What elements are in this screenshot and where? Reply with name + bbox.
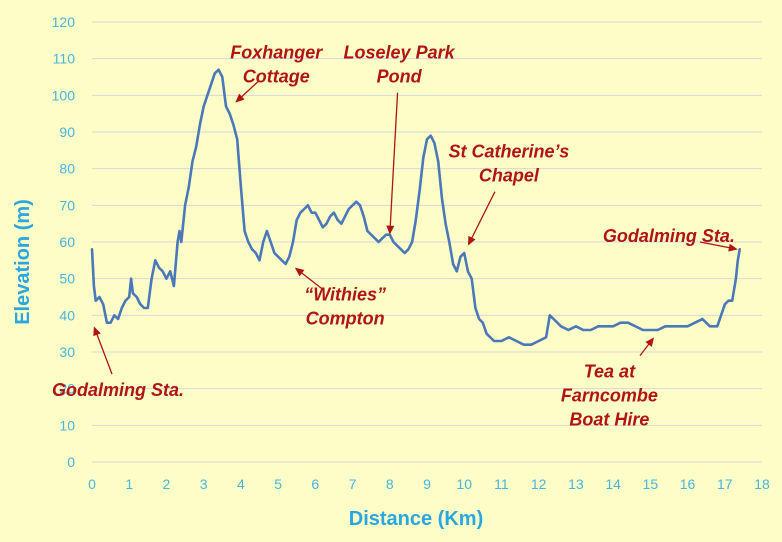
y-tick-label: 10	[59, 417, 75, 433]
annotation-label: St Catherine’s Chapel	[449, 142, 570, 186]
y-tick-label: 30	[59, 344, 75, 360]
annotation-line: Godalming Sta.	[52, 380, 184, 400]
annotation-arrowhead	[728, 243, 738, 252]
y-tick-label: 100	[52, 87, 76, 103]
annotation-line: Foxhanger	[230, 43, 323, 63]
annotation-line: Compton	[306, 309, 385, 329]
x-tick-label: 10	[456, 476, 472, 492]
annotation-line: Cottage	[243, 67, 310, 87]
annotation-line: Tea at	[584, 362, 636, 382]
grid-layer	[92, 21, 762, 463]
x-tick-label: 6	[311, 476, 319, 492]
annotation-line: Loseley Park	[344, 43, 456, 63]
y-tick-label: 90	[59, 124, 75, 140]
annotation-arrow	[468, 191, 496, 244]
annotation: Tea at Farncombe Boat Hire	[561, 337, 658, 430]
annotation-arrowhead	[467, 235, 476, 246]
x-tick-label: 13	[568, 476, 584, 492]
annotation-label: Tea at Farncombe Boat Hire	[561, 362, 658, 430]
elevation-line	[90, 68, 741, 346]
x-tick-label: 9	[423, 476, 431, 492]
y-tick-labels: 0 10 20 30 40 50 60 70 80 90 100 110 120	[52, 14, 76, 470]
annotation-line: Farncombe	[561, 386, 658, 406]
y-tick-label: 40	[59, 307, 75, 323]
annotation: Godalming Sta.	[603, 226, 738, 252]
y-tick-label: 120	[52, 14, 76, 30]
y-axis-title: Elevation (m)	[12, 199, 34, 325]
y-tick-label: 0	[67, 454, 75, 470]
x-tick-label: 5	[274, 476, 282, 492]
annotation-arrowhead	[386, 225, 395, 235]
x-axis-title: Distance (Km)	[349, 508, 483, 530]
annotation: Loseley Park Pond	[344, 43, 456, 235]
annotation-line: Chapel	[479, 166, 540, 186]
annotation-arrowhead	[294, 267, 305, 277]
x-tick-label: 1	[125, 476, 133, 492]
x-tick-label: 8	[386, 476, 394, 492]
annotation-arrow	[389, 92, 399, 232]
x-tick-label: 2	[163, 476, 171, 492]
annotation-label: Godalming Sta.	[52, 380, 184, 400]
x-tick-label: 15	[643, 476, 659, 492]
series-layer	[90, 68, 741, 346]
x-tick-label: 7	[349, 476, 357, 492]
x-tick-label: 0	[88, 476, 96, 492]
x-tick-label: 18	[754, 476, 770, 492]
x-tick-label: 4	[237, 476, 245, 492]
annotation-arrowhead	[645, 337, 655, 347]
annotation-label: Godalming Sta.	[603, 226, 735, 246]
x-tick-label: 17	[717, 476, 733, 492]
annotation-line: “Withies”	[304, 285, 386, 305]
annotation-line: Godalming Sta.	[603, 226, 735, 246]
annotation-label: “Withies” Compton	[304, 285, 386, 329]
annotation-line: St Catherine’s	[449, 142, 570, 162]
annotation-label: Foxhanger Cottage	[230, 43, 323, 87]
y-tick-label: 50	[59, 271, 75, 287]
annotation: Foxhanger Cottage	[230, 43, 323, 103]
annotation: “Withies” Compton	[294, 267, 386, 329]
annotation-arrow	[94, 328, 113, 375]
y-tick-label: 80	[59, 161, 75, 177]
annotation-layer: Foxhanger Cottage Loseley Park Pond St Cathe…	[52, 43, 738, 430]
annotation-line: Boat Hire	[569, 410, 649, 430]
y-tick-label: 20	[59, 381, 75, 397]
x-tick-label: 16	[680, 476, 696, 492]
annotation: St Catherine’s Chapel	[449, 142, 570, 246]
y-tick-label: 70	[59, 197, 75, 213]
annotation: Godalming Sta.	[52, 326, 184, 400]
y-tick-label: 110	[53, 51, 76, 67]
annotation-arrowhead	[235, 93, 245, 103]
x-tick-label: 3	[200, 476, 208, 492]
x-tick-label: 12	[531, 476, 547, 492]
annotation-label: Loseley Park Pond	[344, 43, 456, 87]
x-tick-label: 14	[605, 476, 621, 492]
y-tick-label: 60	[59, 234, 75, 250]
annotation-line: Pond	[377, 67, 423, 87]
x-tick-labels: 0 1 2 3 4 5 6 7 8 9 10 11 12 13 14 15 16 17 18	[88, 476, 770, 492]
x-tick-label: 11	[494, 476, 509, 492]
annotation-arrowhead	[93, 326, 101, 337]
